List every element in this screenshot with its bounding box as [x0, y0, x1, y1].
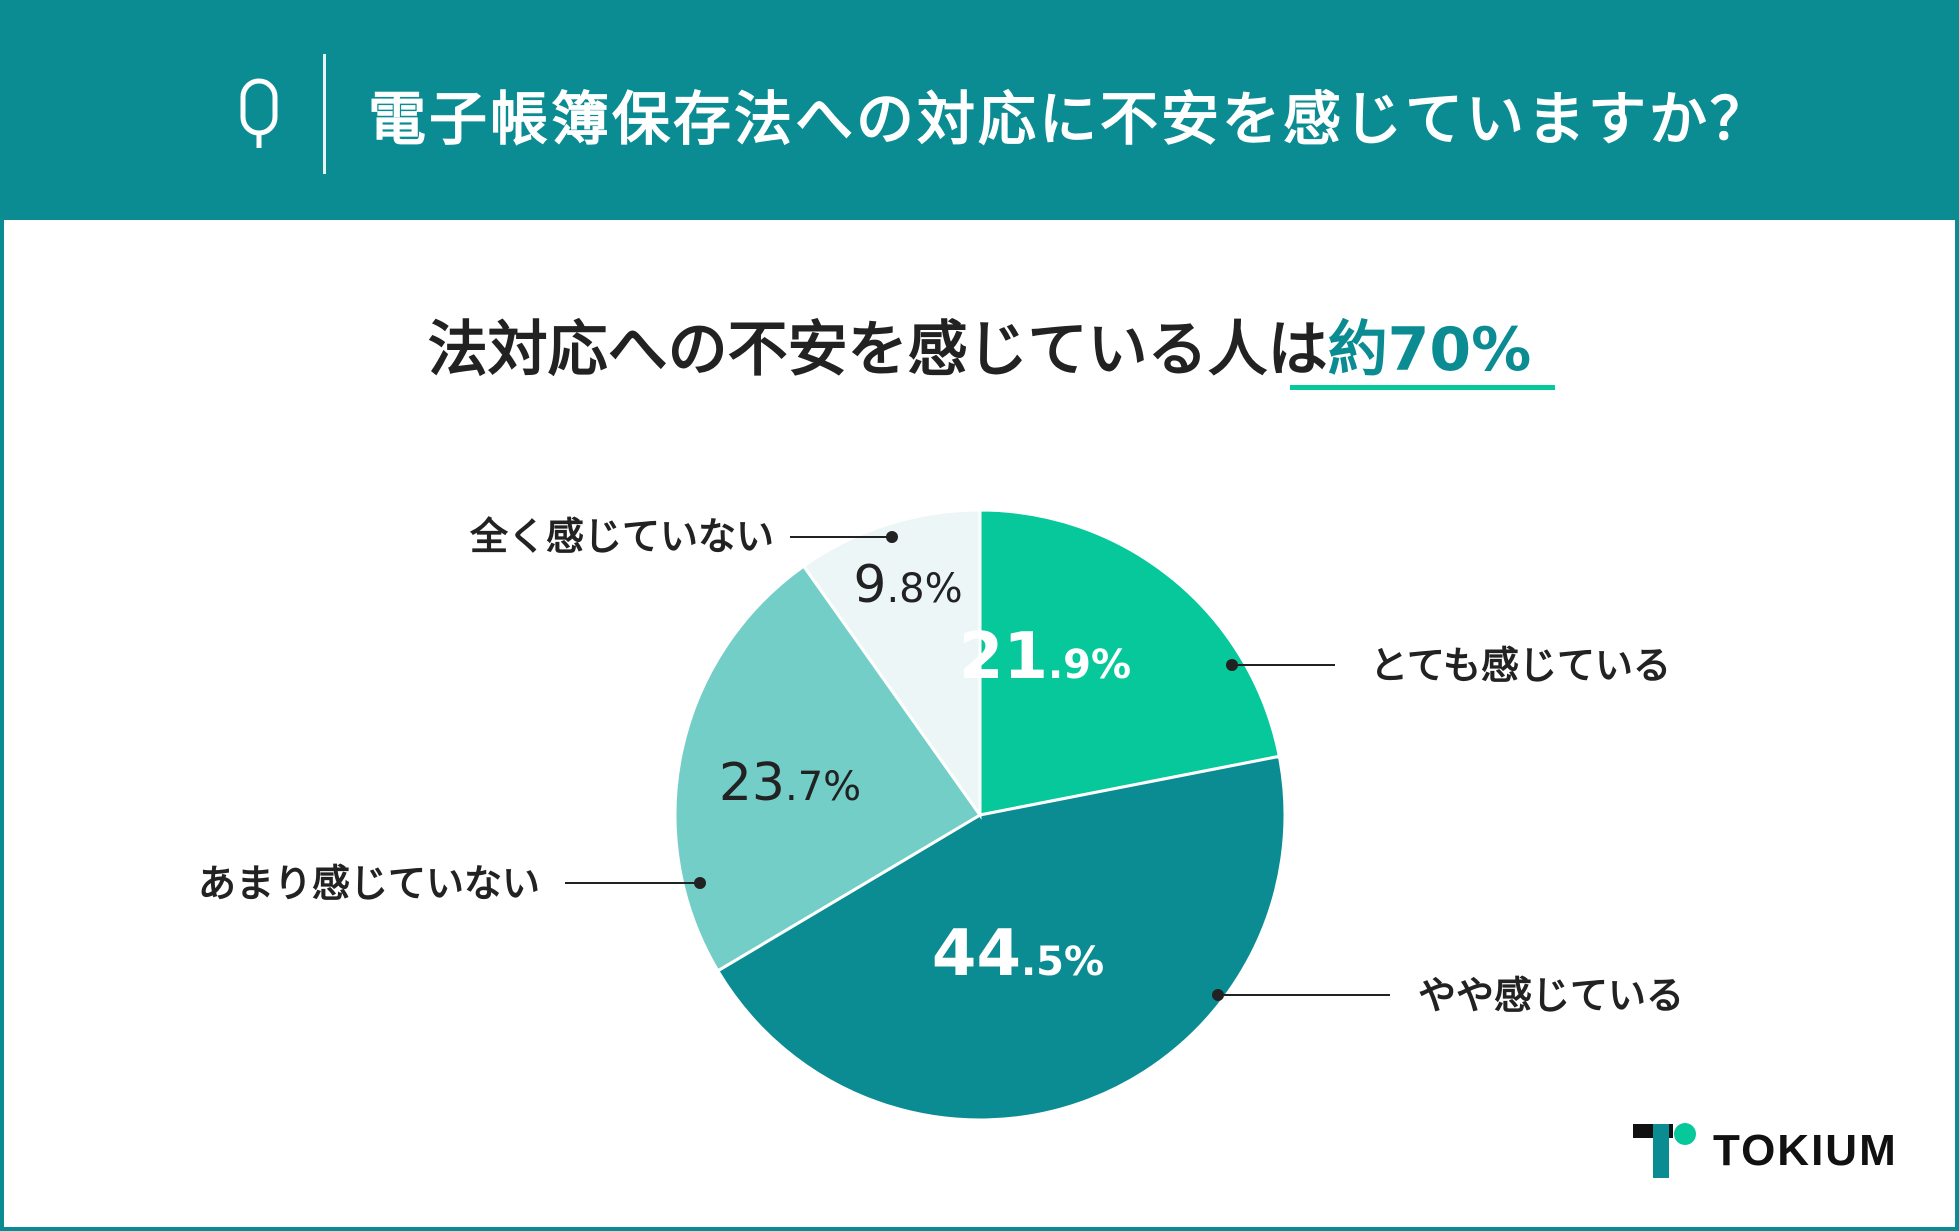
slice-mattaku — [801, 508, 982, 820]
headline-text: 法対応への不安を感じている人は — [427, 315, 1328, 385]
tokium-logo-text: TOKIUM — [1713, 1126, 1898, 1175]
slice-yaya — [715, 754, 1287, 1122]
headline: 法対応への不安を感じている人は約70% — [0, 310, 1959, 390]
tokium-logo: TOKIUM — [1633, 1122, 1959, 1182]
headline-underline — [1290, 385, 1555, 390]
slice-mattaku-category-label: 全く感じていない — [469, 515, 774, 559]
slice-amari — [673, 564, 983, 973]
slice-amari-value-label: 23.7% — [719, 753, 861, 813]
slice-mattaku-leader-dot — [886, 531, 898, 543]
slice-yaya-category-label: やや感じている — [1418, 974, 1684, 1018]
slice-totemo — [978, 508, 1282, 817]
question-text: 電子帳簿保存法への対応に不安を感じていますか？ — [368, 85, 1772, 153]
slice-amari-category-label: あまり感じていない — [198, 862, 540, 906]
tokium-logo-icon — [1633, 1123, 1696, 1178]
slice-yaya-value-label: 44.5% — [932, 917, 1104, 991]
slice-totemo-leader-dot — [1226, 659, 1238, 671]
slice-totemo-value-label: 21.9% — [959, 620, 1131, 694]
headline-highlight: 約70% — [1327, 315, 1532, 385]
question-header: 電子帳簿保存法への対応に不安を感じていますか？ — [0, 0, 1959, 220]
slice-mattaku-value-label: 9.8% — [853, 555, 962, 615]
slice-totemo-category-label: とても感じている — [1370, 644, 1671, 688]
slice-yaya-leader-dot — [1212, 989, 1224, 1001]
q-icon — [240, 78, 278, 148]
header-divider — [323, 54, 326, 174]
slice-amari-leader-dot — [694, 877, 706, 889]
